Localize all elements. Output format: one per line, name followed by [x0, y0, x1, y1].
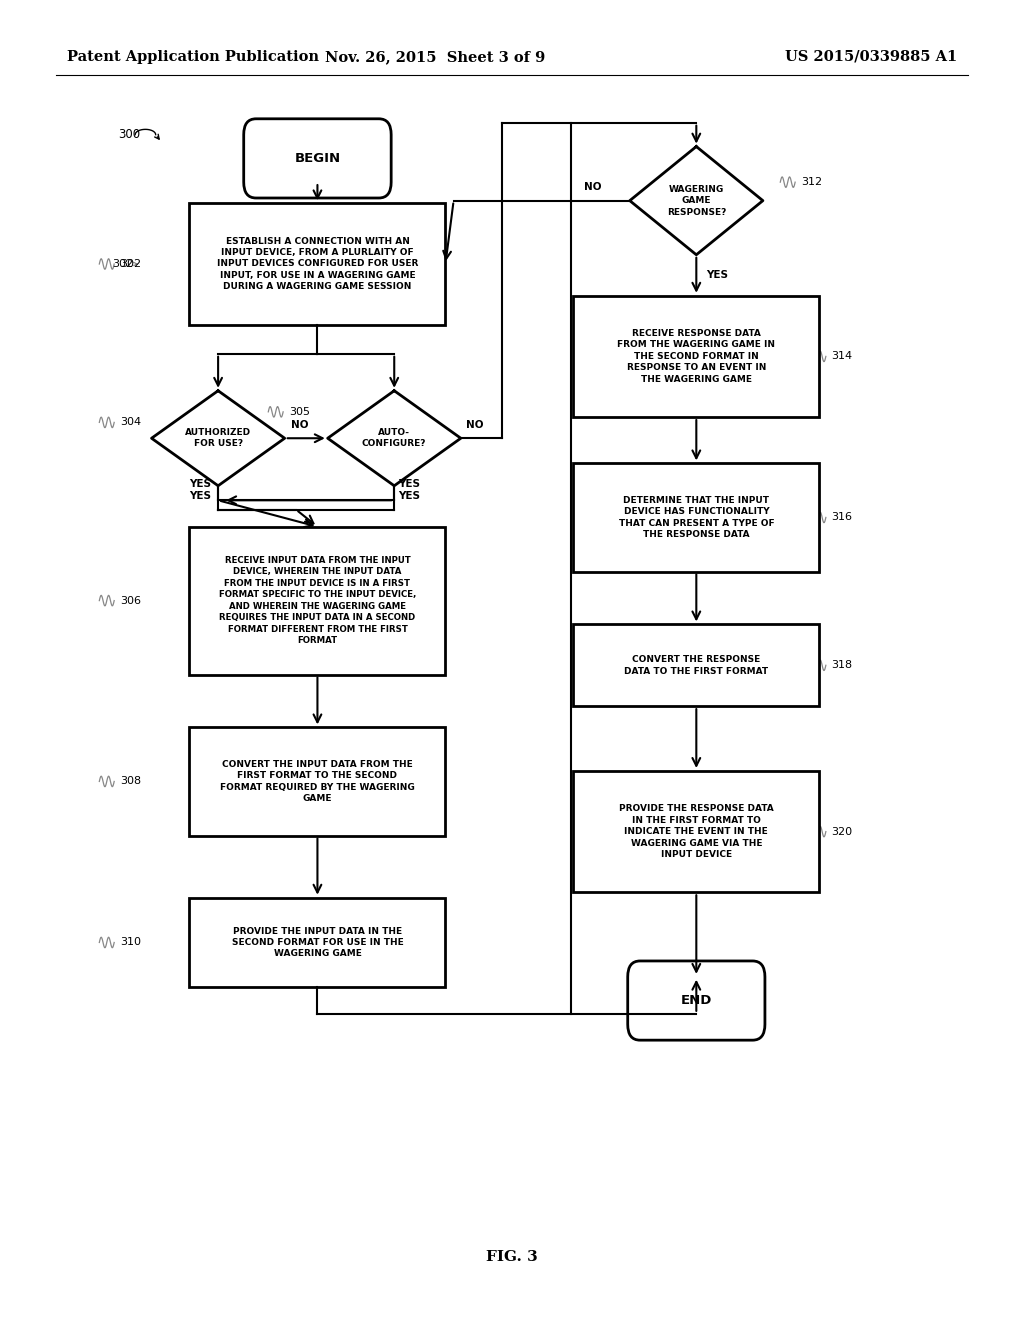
Text: 302: 302 — [120, 259, 141, 269]
Text: AUTO-
CONFIGURE?: AUTO- CONFIGURE? — [362, 428, 426, 449]
Text: YES: YES — [189, 479, 211, 490]
Text: AUTHORIZED
FOR USE?: AUTHORIZED FOR USE? — [185, 428, 251, 449]
Text: NO: NO — [584, 182, 601, 193]
Text: ESTABLISH A CONNECTION WITH AN
INPUT DEVICE, FROM A PLURLAITY OF
INPUT DEVICES C: ESTABLISH A CONNECTION WITH AN INPUT DEV… — [217, 236, 418, 292]
Text: 318: 318 — [831, 660, 853, 671]
Text: US 2015/0339885 A1: US 2015/0339885 A1 — [785, 50, 957, 63]
Text: 304: 304 — [120, 417, 141, 428]
FancyBboxPatch shape — [189, 203, 445, 325]
Text: 300: 300 — [118, 128, 140, 141]
Text: 316: 316 — [831, 512, 853, 523]
Text: CONVERT THE INPUT DATA FROM THE
FIRST FORMAT TO THE SECOND
FORMAT REQUIRED BY TH: CONVERT THE INPUT DATA FROM THE FIRST FO… — [220, 760, 415, 803]
FancyBboxPatch shape — [189, 527, 445, 675]
Text: PROVIDE THE RESPONSE DATA
IN THE FIRST FORMAT TO
INDICATE THE EVENT IN THE
WAGER: PROVIDE THE RESPONSE DATA IN THE FIRST F… — [618, 804, 774, 859]
Text: DETERMINE THAT THE INPUT
DEVICE HAS FUNCTIONALITY
THAT CAN PRESENT A TYPE OF
THE: DETERMINE THAT THE INPUT DEVICE HAS FUNC… — [618, 496, 774, 539]
Text: PROVIDE THE INPUT DATA IN THE
SECOND FORMAT FOR USE IN THE
WAGERING GAME: PROVIDE THE INPUT DATA IN THE SECOND FOR… — [231, 927, 403, 958]
FancyBboxPatch shape — [573, 624, 819, 706]
Text: FIG. 3: FIG. 3 — [486, 1250, 538, 1263]
FancyBboxPatch shape — [573, 296, 819, 417]
Text: 305: 305 — [289, 407, 310, 417]
Text: NO: NO — [291, 420, 308, 430]
Polygon shape — [328, 391, 461, 486]
Polygon shape — [630, 147, 763, 255]
Text: YES: YES — [707, 269, 728, 280]
Text: 308: 308 — [120, 776, 141, 787]
Text: 302: 302 — [112, 259, 133, 269]
Polygon shape — [152, 391, 285, 486]
Text: BEGIN: BEGIN — [294, 152, 341, 165]
Text: END: END — [681, 994, 712, 1007]
Text: YES: YES — [189, 491, 211, 502]
Text: CONVERT THE RESPONSE
DATA TO THE FIRST FORMAT: CONVERT THE RESPONSE DATA TO THE FIRST F… — [625, 655, 768, 676]
Text: YES: YES — [398, 479, 420, 490]
Text: 314: 314 — [831, 351, 853, 362]
Text: 310: 310 — [120, 937, 141, 948]
Text: NO: NO — [466, 420, 483, 430]
FancyBboxPatch shape — [189, 898, 445, 987]
Text: YES: YES — [398, 491, 420, 502]
Text: Nov. 26, 2015  Sheet 3 of 9: Nov. 26, 2015 Sheet 3 of 9 — [325, 50, 546, 63]
FancyBboxPatch shape — [244, 119, 391, 198]
Text: RECEIVE INPUT DATA FROM THE INPUT
DEVICE, WHEREIN THE INPUT DATA
FROM THE INPUT : RECEIVE INPUT DATA FROM THE INPUT DEVICE… — [219, 556, 416, 645]
Text: WAGERING
GAME
RESPONSE?: WAGERING GAME RESPONSE? — [667, 185, 726, 216]
FancyBboxPatch shape — [573, 771, 819, 892]
Text: 312: 312 — [801, 177, 822, 187]
Text: 320: 320 — [831, 826, 853, 837]
FancyBboxPatch shape — [189, 727, 445, 836]
FancyBboxPatch shape — [628, 961, 765, 1040]
Text: RECEIVE RESPONSE DATA
FROM THE WAGERING GAME IN
THE SECOND FORMAT IN
RESPONSE TO: RECEIVE RESPONSE DATA FROM THE WAGERING … — [617, 329, 775, 384]
Text: 306: 306 — [120, 595, 141, 606]
FancyBboxPatch shape — [573, 463, 819, 572]
Text: Patent Application Publication: Patent Application Publication — [67, 50, 318, 63]
